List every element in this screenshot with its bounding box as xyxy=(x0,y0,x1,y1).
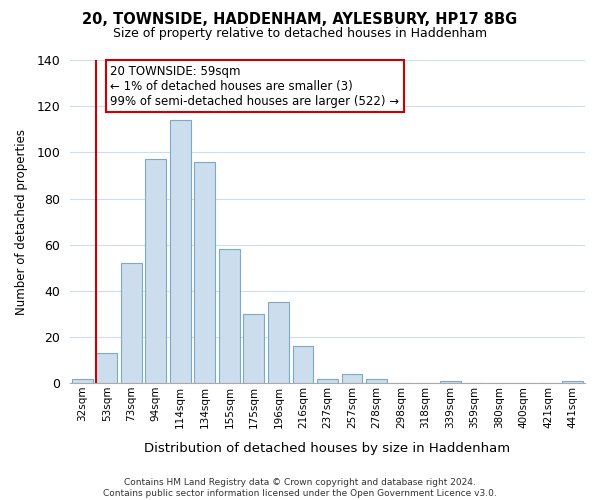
Bar xyxy=(440,381,461,383)
Bar xyxy=(72,378,92,383)
Bar xyxy=(121,263,142,383)
Bar xyxy=(194,162,215,383)
Bar xyxy=(293,346,313,383)
Bar xyxy=(96,353,117,383)
Bar xyxy=(341,374,362,383)
Text: 20 TOWNSIDE: 59sqm
← 1% of detached houses are smaller (3)
99% of semi-detached : 20 TOWNSIDE: 59sqm ← 1% of detached hous… xyxy=(110,64,400,108)
Text: 20, TOWNSIDE, HADDENHAM, AYLESBURY, HP17 8BG: 20, TOWNSIDE, HADDENHAM, AYLESBURY, HP17… xyxy=(82,12,518,28)
Bar xyxy=(244,314,265,383)
Text: Contains HM Land Registry data © Crown copyright and database right 2024.
Contai: Contains HM Land Registry data © Crown c… xyxy=(103,478,497,498)
X-axis label: Distribution of detached houses by size in Haddenham: Distribution of detached houses by size … xyxy=(145,442,511,455)
Bar xyxy=(219,250,240,383)
Bar xyxy=(145,160,166,383)
Bar xyxy=(170,120,191,383)
Bar xyxy=(366,378,387,383)
Text: Size of property relative to detached houses in Haddenham: Size of property relative to detached ho… xyxy=(113,28,487,40)
Bar xyxy=(268,302,289,383)
Bar xyxy=(562,381,583,383)
Bar xyxy=(317,378,338,383)
Y-axis label: Number of detached properties: Number of detached properties xyxy=(15,128,28,314)
